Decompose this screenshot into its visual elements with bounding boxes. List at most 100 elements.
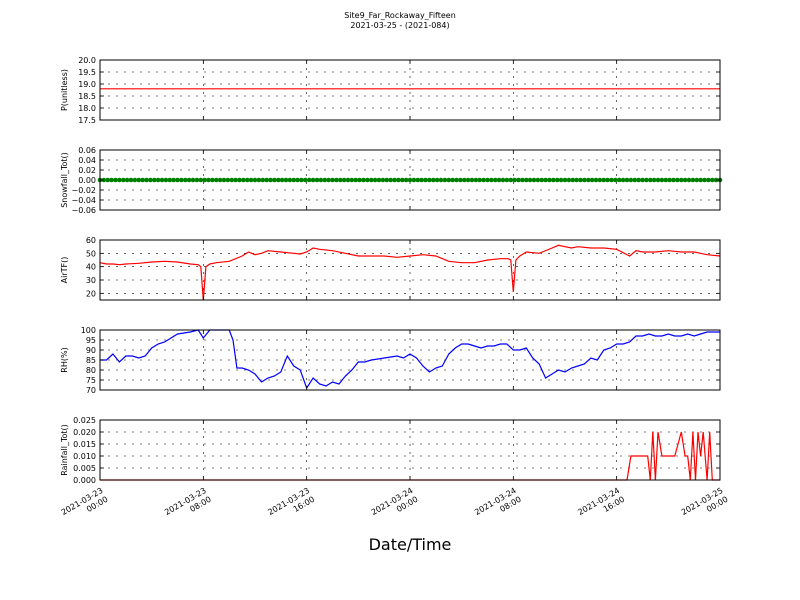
series-marker bbox=[520, 177, 525, 183]
series-marker bbox=[690, 177, 696, 183]
series-marker bbox=[512, 177, 517, 183]
series-marker bbox=[252, 177, 258, 183]
y-tick-label: 75 bbox=[86, 376, 96, 385]
series-marker bbox=[469, 177, 475, 183]
series-marker bbox=[586, 177, 591, 183]
series-marker bbox=[605, 177, 610, 183]
series-marker bbox=[303, 177, 308, 183]
y-tick-label: 60 bbox=[86, 236, 96, 245]
series-line-2-0 bbox=[99, 244, 721, 301]
series-marker bbox=[279, 177, 285, 183]
series-marker bbox=[663, 177, 669, 183]
series-marker bbox=[159, 177, 165, 183]
series-marker bbox=[392, 177, 397, 183]
series-marker bbox=[535, 177, 541, 183]
series-marker bbox=[155, 177, 161, 183]
series-marker bbox=[326, 177, 331, 183]
series-marker bbox=[558, 177, 564, 183]
series-marker bbox=[465, 177, 471, 183]
series-marker bbox=[423, 177, 428, 183]
series-marker bbox=[640, 177, 645, 183]
series-marker bbox=[415, 177, 421, 183]
series-marker bbox=[694, 177, 700, 183]
series-marker bbox=[291, 177, 297, 183]
series-marker bbox=[442, 177, 448, 183]
panel-4: 0.000 0.005 0.010 0.015 0.020 0.025 Rainfall_T… bbox=[60, 416, 721, 485]
series-marker bbox=[489, 177, 494, 183]
y-tick-label: −0.04 bbox=[71, 196, 96, 205]
series-marker bbox=[144, 177, 149, 183]
y-tick-label: 0.025 bbox=[73, 416, 96, 425]
series-marker bbox=[132, 177, 138, 183]
series-marker bbox=[400, 177, 405, 183]
y-tick-label: −0.02 bbox=[71, 186, 96, 195]
series-marker bbox=[105, 177, 111, 183]
series-marker bbox=[659, 177, 665, 183]
series-marker bbox=[454, 177, 459, 183]
x-axis-label: Date/Time bbox=[369, 535, 452, 554]
series-marker bbox=[539, 177, 545, 183]
series-line-4-0 bbox=[100, 431, 720, 481]
series-marker bbox=[597, 177, 603, 183]
y-tick-label: 85 bbox=[86, 356, 96, 365]
series-marker bbox=[462, 177, 467, 183]
series-marker bbox=[675, 177, 680, 183]
series-marker bbox=[264, 177, 269, 183]
series-marker bbox=[310, 177, 316, 183]
series-marker bbox=[702, 177, 707, 183]
series-marker bbox=[140, 177, 145, 183]
series-marker bbox=[655, 177, 661, 183]
series-marker bbox=[186, 177, 192, 183]
series-line-3-0 bbox=[100, 329, 720, 390]
series-marker bbox=[547, 177, 552, 183]
series-marker bbox=[407, 177, 413, 183]
series-marker bbox=[686, 177, 692, 183]
series-marker bbox=[493, 177, 498, 183]
series-marker bbox=[214, 177, 219, 183]
series-marker bbox=[679, 177, 684, 183]
series-marker bbox=[458, 177, 463, 183]
series-marker bbox=[450, 177, 455, 183]
y-tick-label: −0.06 bbox=[71, 206, 96, 215]
series-marker bbox=[617, 177, 622, 183]
series-marker bbox=[341, 177, 347, 183]
series-marker bbox=[562, 177, 568, 183]
series-marker bbox=[322, 177, 328, 183]
series-marker bbox=[500, 177, 506, 183]
panel-0: 17.5 18.0 18.5 19.0 19.5 20.0 P(unitless) bbox=[60, 56, 721, 125]
series-marker bbox=[256, 177, 262, 183]
series-marker bbox=[345, 177, 351, 183]
series-marker bbox=[272, 177, 277, 183]
series-marker bbox=[167, 177, 173, 183]
series-marker bbox=[481, 177, 486, 183]
series-marker bbox=[357, 177, 362, 183]
series-marker bbox=[152, 177, 157, 183]
series-marker bbox=[555, 177, 560, 183]
y-tick-label: 100 bbox=[81, 326, 96, 335]
series-marker bbox=[198, 177, 204, 183]
series-marker bbox=[353, 177, 359, 183]
chart-subtitle: 2021-03-25 - (2021-084) bbox=[350, 21, 450, 30]
series-marker bbox=[438, 177, 444, 183]
series-marker bbox=[349, 177, 355, 183]
series-marker bbox=[376, 177, 382, 183]
y-tick-label: 95 bbox=[86, 336, 96, 345]
series-marker bbox=[574, 177, 579, 183]
series-marker bbox=[504, 177, 510, 183]
series-marker bbox=[221, 177, 227, 183]
series-marker bbox=[217, 177, 223, 183]
series-marker bbox=[117, 177, 122, 183]
y-tick-label: 80 bbox=[86, 366, 96, 375]
series-marker bbox=[644, 177, 649, 183]
y-axis-label: AirTF() bbox=[60, 257, 69, 284]
y-tick-label: 0.005 bbox=[73, 464, 96, 473]
panel-1: −0.06−0.04−0.020.000.020.040.06 Snowfall_… bbox=[60, 146, 723, 215]
y-tick-label: 20.0 bbox=[78, 56, 96, 65]
